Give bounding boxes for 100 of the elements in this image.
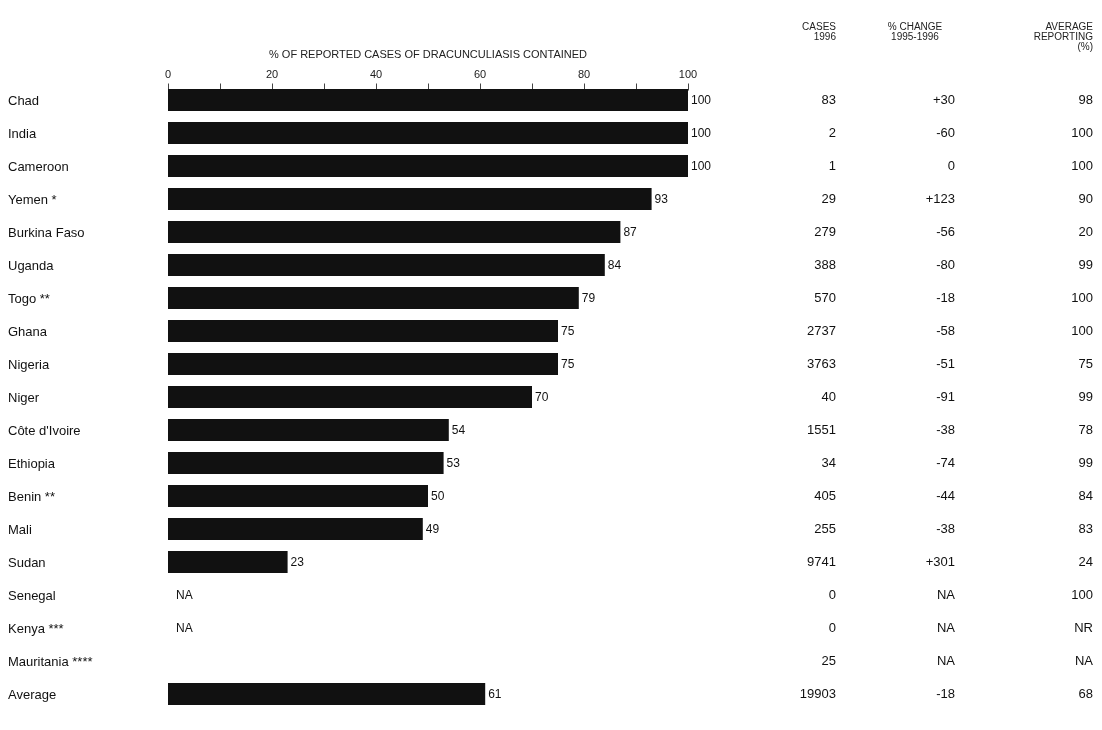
bar [168,452,444,474]
bar [168,551,288,573]
data-label: 61 [488,687,502,701]
text: 84 [1078,488,1093,504]
y-tick-label: Cameroon [8,158,69,174]
y-tick-label: Togo ** [8,290,50,306]
bar [168,221,621,243]
text: 68 [1078,686,1093,702]
data-label: 53 [446,456,461,470]
text: NA [1074,653,1093,669]
y-tick-label: Burkina Faso [8,224,85,240]
data-label: 84 [607,258,622,272]
text: -38 [936,521,955,537]
text: -18 [936,686,955,702]
text: +123 [925,191,955,207]
text: 83 [821,92,836,108]
text: 2737 [807,323,836,339]
text: % CHANGE 1995-1996 [886,21,944,42]
text: 19903 [799,686,836,702]
data-label: 75 [561,357,575,371]
bar [168,320,558,342]
y-tick-label: Senegal [8,587,56,603]
text: 98 [1078,92,1093,108]
text: 24 [1078,554,1093,570]
text: 0 [828,587,836,603]
data-label: 75 [561,324,575,338]
text: NA [936,653,955,669]
text: 100 [1071,125,1093,141]
text: -60 [936,125,955,141]
text: 279 [814,224,836,240]
text: +30 [932,92,955,108]
text: -91 [936,389,955,405]
data-label: 93 [654,192,669,206]
text: -56 [936,224,955,240]
data-label: 70 [535,390,549,404]
text: 83 [1078,521,1093,537]
bar [168,155,688,177]
data-label: 79 [581,291,596,305]
text: -18 [936,290,955,306]
text: 99 [1078,389,1093,405]
y-tick-label: Benin ** [8,488,55,504]
bar [168,386,532,408]
text: 90 [1078,191,1093,207]
x-tick-label: 80 [577,68,591,80]
text: 75 [1078,356,1093,372]
bar [168,122,688,144]
x-tick-label: 60 [473,68,487,80]
text: -38 [936,422,955,438]
y-tick-label: Mauritania **** [8,653,93,669]
bar [168,89,688,111]
text: -74 [936,455,955,471]
text: 100 [1071,158,1093,174]
text: 100 [1071,587,1093,603]
bar [168,353,558,375]
text: -80 [936,257,955,273]
text: 29 [821,191,836,207]
text: NA [176,588,193,602]
text: 99 [1078,257,1093,273]
bar [168,188,652,210]
text: -51 [936,356,955,372]
text: 34 [821,455,836,471]
text: NA [176,621,193,635]
y-tick-label: Sudan [8,554,46,570]
text: 100 [1071,323,1093,339]
data-label: 87 [623,225,638,239]
text: -44 [936,488,955,504]
y-tick-label: Mali [8,521,32,537]
text: NR [1074,620,1093,636]
text: 0 [828,620,836,636]
data-label: 54 [451,423,466,437]
x-tick-label: 40 [369,68,383,80]
data-label: 49 [425,522,440,536]
text: 78 [1078,422,1093,438]
text: 1 [828,158,836,174]
text: 40 [821,389,836,405]
text: 99 [1078,455,1093,471]
text: -58 [936,323,955,339]
data-label: 23 [290,555,305,569]
text: 1551 [807,422,836,438]
text: 100 [1071,290,1093,306]
text: 3763 [807,356,836,372]
bar [168,485,428,507]
y-tick-label: India [8,125,37,141]
text: NA [936,587,955,603]
y-tick-label: Ethiopia [8,455,56,471]
y-tick-label: Niger [8,389,40,405]
text: +301 [925,554,955,570]
text: 255 [814,521,836,537]
y-tick-label: Nigeria [8,356,50,372]
text: CASES 1996 [801,21,836,42]
data-label: 100 [691,126,712,140]
x-tick-label: 100 [678,68,698,80]
x-tick-label: 20 [265,68,279,80]
y-tick-label: Côte d'Ivoire [8,422,81,438]
text: 0 [947,158,955,174]
y-tick-label: Chad [8,92,40,108]
text: 2 [828,125,836,141]
x-axis-title: % OF REPORTED CASES OF DRACUNCULIASIS CONTAINED [268,48,588,60]
text: 388 [814,257,836,273]
bar [168,419,449,441]
